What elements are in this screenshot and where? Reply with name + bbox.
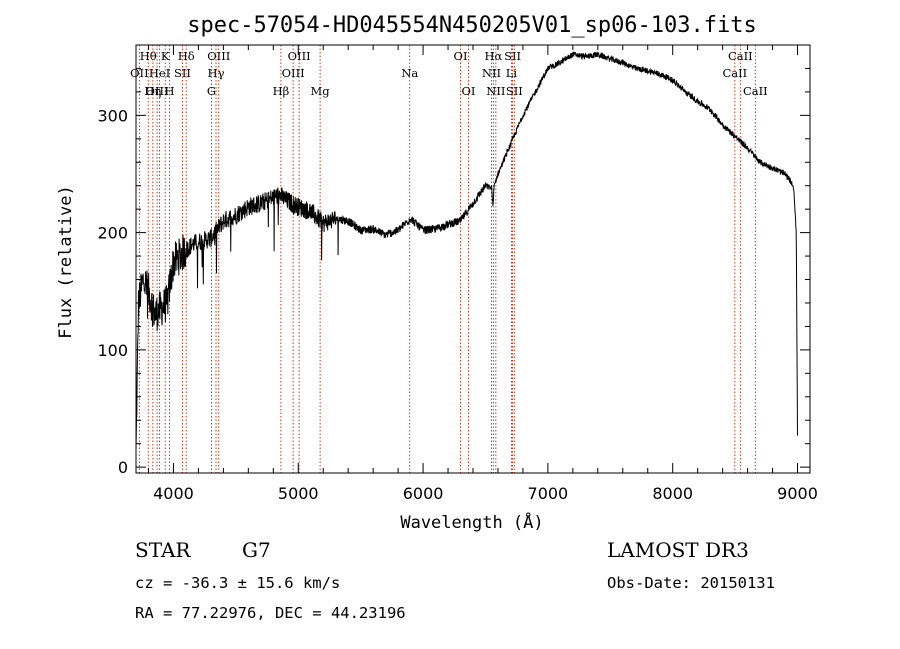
line-label: OIII (288, 49, 311, 63)
line-label: Hθ (140, 49, 157, 63)
line-label: OIII (146, 84, 169, 98)
line-label: SII (174, 66, 191, 80)
survey-name: LAMOST DR3 (607, 538, 749, 562)
y-tick-label: 200 (97, 224, 128, 243)
line-label: OI (454, 49, 468, 63)
object-subclass: G7 (242, 538, 271, 562)
spectrum-series-line (135, 51, 798, 450)
line-label: Na (401, 66, 418, 80)
line-label: OIII (207, 49, 230, 63)
observation-date: Obs-Date: 20150131 (607, 574, 775, 592)
line-label: Li (506, 66, 518, 80)
y-axis-ticks: 0 100 200 300 (97, 67, 810, 477)
spectral-line-markers (138, 45, 756, 473)
x-tick-label: 7000 (528, 484, 569, 503)
spectral-line-labels: Hθ OII OIII HeI Hη K SII H Hδ OIII Hγ G Hβ OIII OIII Mg… (130, 49, 768, 98)
line-label: CaII (722, 66, 747, 80)
y-tick-label: 100 (97, 341, 128, 360)
object-type: STAR (135, 538, 191, 562)
redshift-velocity: cz = -36.3 ± 15.6 km/s (135, 574, 341, 592)
line-label: OII (130, 66, 149, 80)
chart-title: spec-57054-HD045554N450205V01_sp06-103.f… (187, 13, 757, 38)
x-tick-label: 4000 (153, 484, 194, 503)
line-label: Mg (311, 84, 331, 98)
x-tick-label: 9000 (777, 484, 818, 503)
line-label: NII (482, 66, 501, 80)
x-tick-label: 5000 (278, 484, 319, 503)
x-axis-label: Wavelength (Å) (400, 511, 543, 533)
x-axis-ticks: 4000 5000 6000 7000 8000 9000 (147, 45, 818, 503)
line-label: G (207, 84, 216, 98)
y-axis-label: Flux (relative) (56, 185, 76, 339)
x-tick-label: 8000 (652, 484, 693, 503)
line-label: CaII (743, 84, 768, 98)
line-label: Hγ (208, 66, 225, 80)
line-label: Hη (144, 84, 161, 98)
line-label: Hα (484, 49, 502, 63)
line-label: K (161, 49, 170, 63)
line-label: Hβ (273, 84, 290, 98)
y-tick-label: 0 (118, 458, 128, 477)
plot-frame (135, 44, 811, 474)
line-label: SII (504, 49, 521, 63)
line-label: H (165, 84, 175, 98)
line-label: CaII (728, 49, 753, 63)
line-label: OIII (282, 66, 305, 80)
y-tick-label: 300 (97, 106, 128, 125)
line-label: HeI (149, 66, 170, 80)
line-label: Hδ (178, 49, 195, 63)
line-label: NII (486, 84, 505, 98)
line-label: SII (506, 84, 523, 98)
x-tick-label: 6000 (403, 484, 444, 503)
sky-coordinates: RA = 77.22976, DEC = 44.23196 (135, 604, 406, 622)
line-label: OI (462, 84, 476, 98)
